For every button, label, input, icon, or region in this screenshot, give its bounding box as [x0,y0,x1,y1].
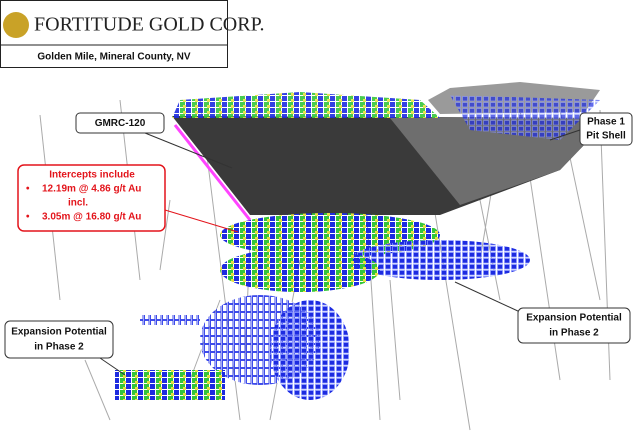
hole-trace [173,124,252,221]
drill-hole [389,279,401,401]
intercept-line: 12.19m @ 4.86 g/t Au [42,184,141,195]
callout-box [75,112,165,134]
blocks [220,248,380,292]
callout-box [17,164,166,232]
drill-hole [159,199,171,271]
intercept-heading: Intercepts include [49,170,135,181]
callout-box [517,307,631,344]
pit-shell-side [390,118,610,205]
drill-hole [84,359,111,421]
hole-label: GMRC-120 [95,118,146,129]
leader [549,129,581,141]
leader [144,132,233,169]
intercept-bullet: • [26,212,30,223]
pit-rim-blocks [172,92,440,118]
logo [3,12,29,38]
leader [454,281,521,313]
leader [99,357,126,376]
pit-label: Pit Shell [586,131,626,142]
expansion-label: Expansion Potential [11,327,107,338]
callout-box [579,112,633,146]
leader [164,209,239,233]
intercept-line: 3.05m @ 16.80 g/t Au [42,212,141,223]
intercept-line: incl. [68,198,88,209]
expansion-label: in Phase 2 [34,342,84,353]
expansion-label: Expansion Potential [526,313,622,324]
blocks [140,315,200,325]
company-name: FORTITUDE GOLD CORP. [34,14,264,36]
location: Golden Mile, Mineral County, NV [37,52,190,63]
blocks [115,370,225,400]
callout-box [4,320,114,359]
header-box [0,0,228,68]
intercept-bullet: • [26,184,30,195]
blocks [450,95,600,140]
blocks [270,300,350,400]
expansion-label: in Phase 2 [549,328,599,339]
pit-label: Phase 1 [587,117,625,128]
blocks [350,240,530,280]
